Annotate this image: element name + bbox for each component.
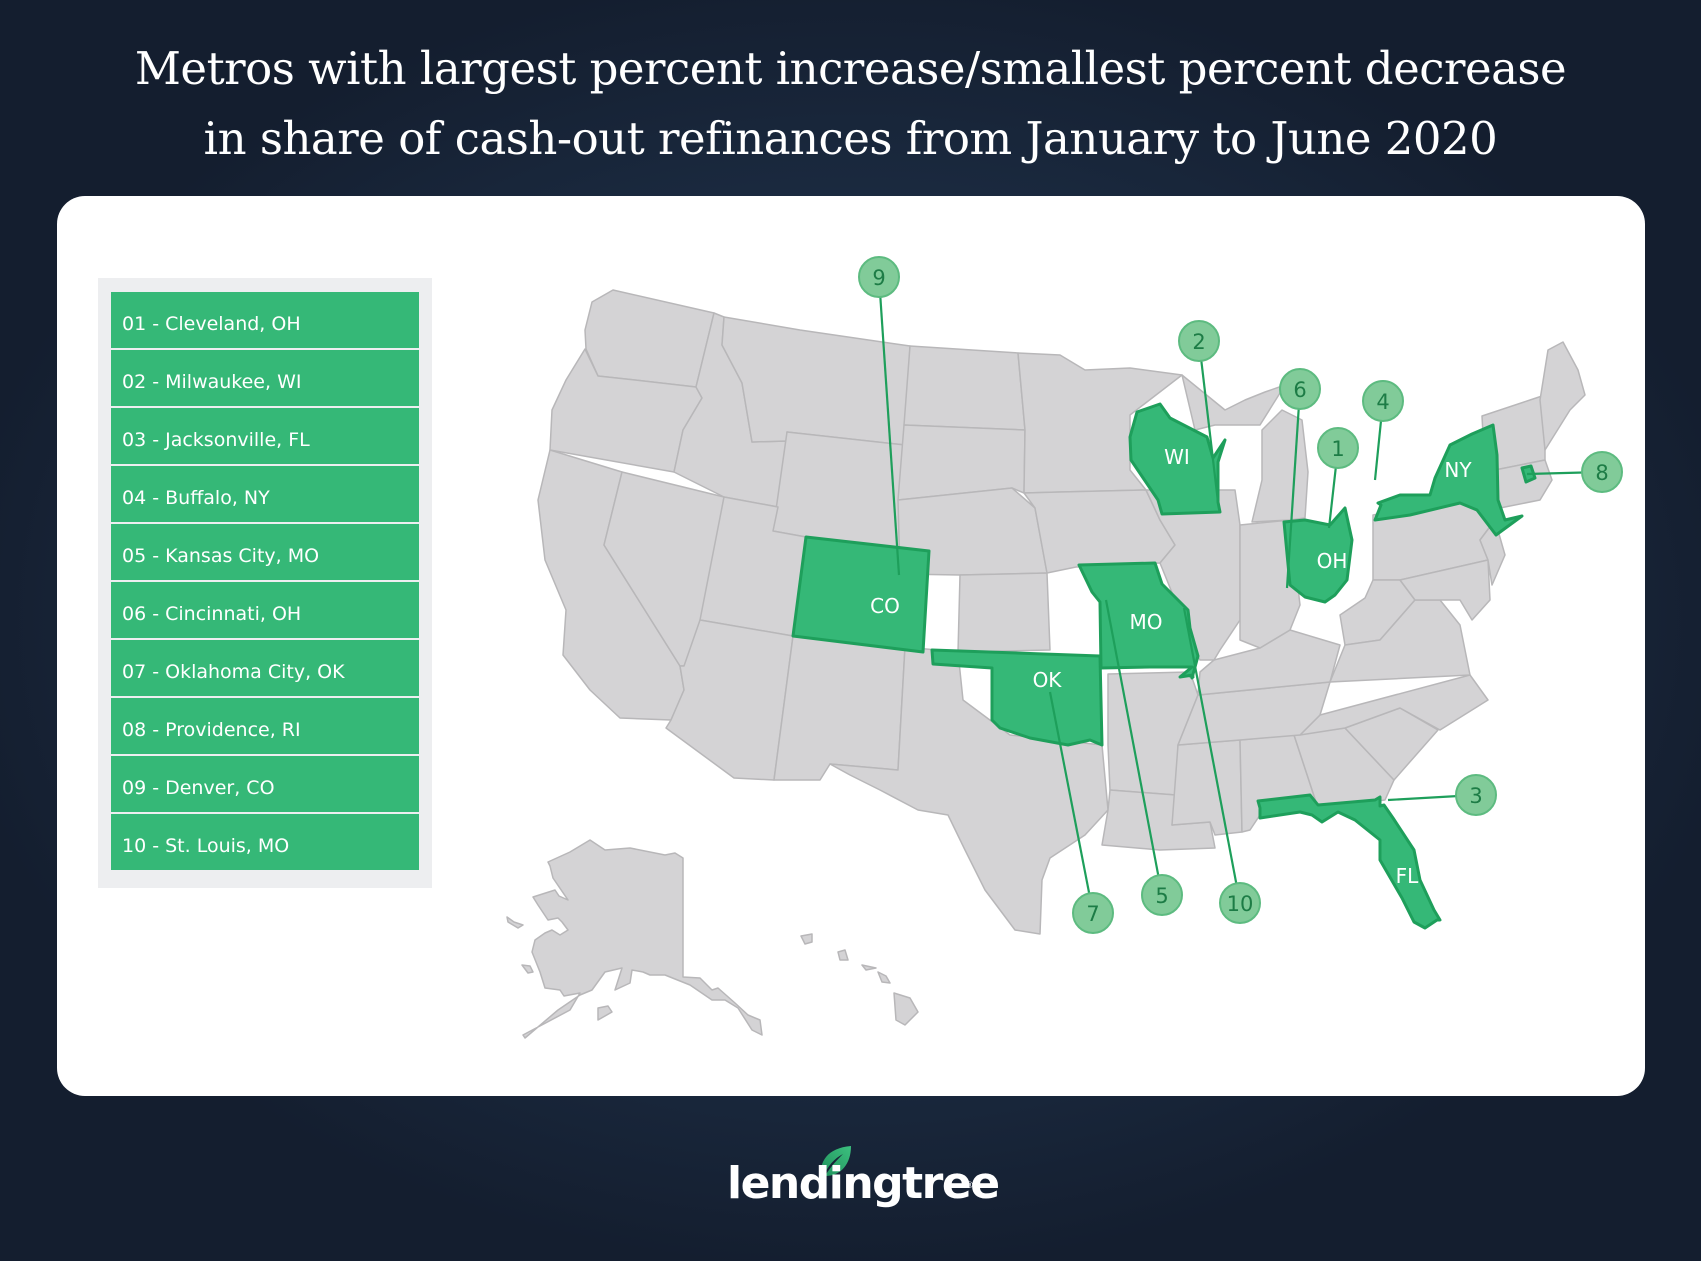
legend-item: 06 - Cincinnati, OH <box>111 582 419 638</box>
state-ak <box>522 839 763 1039</box>
rank-marker-1: 1 <box>1317 427 1359 469</box>
state-mt <box>721 316 911 446</box>
leader-line-5 <box>1104 599 1164 896</box>
state-label-ny: NY <box>1444 458 1472 482</box>
svg-text:6: 6 <box>1293 378 1306 402</box>
base-states <box>537 289 1586 935</box>
rank-markers: 1 2 3 4 5 6 7 8 9 10 <box>858 256 1623 934</box>
leader-lines <box>877 276 1603 914</box>
svg-text:1: 1 <box>1331 437 1344 461</box>
state-label-wi: WI <box>1164 445 1190 469</box>
state-label-mo: MO <box>1130 610 1163 634</box>
leader-line-2 <box>1197 340 1220 503</box>
rank-marker-7: 7 <box>1072 892 1114 934</box>
legend-item: 03 - Jacksonville, FL <box>111 408 419 464</box>
state-label-ok: OK <box>1033 668 1063 692</box>
state-fl <box>1256 793 1442 930</box>
svg-text:9: 9 <box>872 266 885 290</box>
registered-mark: ® <box>965 1181 974 1191</box>
svg-text:10: 10 <box>1227 892 1254 916</box>
state-label-oh: OH <box>1317 549 1348 573</box>
legend-panel: 01 - Cleveland, OH 02 - Milwaukee, WI 03… <box>98 278 432 888</box>
state-sd <box>897 424 1026 501</box>
leader-line-9 <box>877 276 901 576</box>
non-contiguous-states <box>506 839 919 1039</box>
state-co <box>791 535 931 654</box>
chart-title: Metros with largest percent increase/sma… <box>0 34 1701 174</box>
state-va <box>1329 599 1471 683</box>
legend-item: 09 - Denver, CO <box>111 756 419 812</box>
state-ok <box>930 648 1104 747</box>
state-oh <box>1282 506 1354 604</box>
state-labels: WI NY OH CO MO OK FL <box>870 445 1472 888</box>
legend-item: 02 - Milwaukee, WI <box>111 350 419 406</box>
legend-item: 04 - Buffalo, NY <box>111 466 419 522</box>
title-line-1: Metros with largest percent increase/sma… <box>134 42 1567 95</box>
legend-item: 10 - St. Louis, MO <box>111 814 419 870</box>
state-nd <box>903 345 1026 431</box>
logo-wordmark: lendingtree <box>727 1158 1000 1209</box>
title-line-2: in share of cash-out refinances from Jan… <box>203 112 1498 165</box>
svg-text:3: 3 <box>1469 784 1482 808</box>
state-ny <box>1373 423 1524 537</box>
alaska-island <box>521 964 534 974</box>
legend-item: 01 - Cleveland, OH <box>111 292 419 348</box>
state-mo <box>1077 561 1200 680</box>
state-label-fl: FL <box>1396 864 1420 888</box>
rank-marker-4: 4 <box>1362 380 1404 422</box>
rank-marker-2: 2 <box>1178 320 1220 362</box>
state-wi <box>1128 402 1227 516</box>
alaska-island <box>597 1005 613 1021</box>
svg-text:4: 4 <box>1376 390 1389 414</box>
state-ms <box>1171 739 1243 836</box>
state-ks <box>957 572 1051 653</box>
state-wy <box>772 431 906 552</box>
alaska-island <box>506 916 524 929</box>
svg-text:7: 7 <box>1086 902 1099 926</box>
state-nc <box>1299 674 1489 736</box>
lendingtree-logo: lendingtree ® <box>727 1140 1000 1225</box>
rank-marker-8: 8 <box>1581 451 1623 493</box>
svg-text:2: 2 <box>1192 330 1205 354</box>
state-me <box>1539 341 1586 451</box>
rank-marker-9: 9 <box>858 256 900 298</box>
state-nm <box>773 635 906 781</box>
leader-line-10 <box>1182 607 1242 904</box>
rank-marker-6: 6 <box>1279 368 1321 410</box>
leader-line-6 <box>1285 388 1302 589</box>
svg-text:5: 5 <box>1155 884 1168 908</box>
highlighted-states <box>791 402 1537 930</box>
rank-marker-3: 3 <box>1455 774 1497 816</box>
state-hi <box>800 933 919 1026</box>
rank-marker-10: 10 <box>1219 882 1261 924</box>
leader-line-7 <box>1048 691 1095 914</box>
state-label-co: CO <box>870 594 900 618</box>
legend-item: 07 - Oklahoma City, OK <box>111 640 419 696</box>
svg-text:8: 8 <box>1595 461 1608 485</box>
rank-marker-5: 5 <box>1141 874 1183 916</box>
legend-item: 08 - Providence, RI <box>111 698 419 754</box>
state-wa <box>584 289 715 388</box>
leaf-icon <box>820 1146 851 1178</box>
legend-item: 05 - Kansas City, MO <box>111 524 419 580</box>
